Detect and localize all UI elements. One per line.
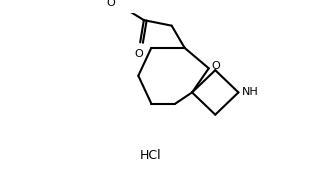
Text: NH: NH <box>242 87 259 97</box>
Text: O: O <box>135 49 144 59</box>
Text: HCl: HCl <box>140 149 161 162</box>
Text: O: O <box>211 61 220 72</box>
Text: O: O <box>106 0 115 8</box>
